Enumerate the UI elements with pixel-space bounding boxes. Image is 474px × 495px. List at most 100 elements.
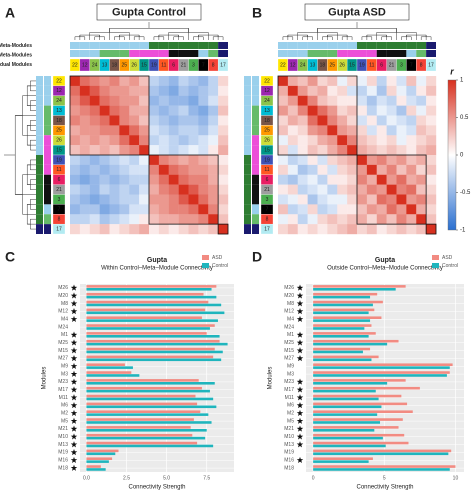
heatmap-cell <box>119 76 130 87</box>
y-tick-label: M21 <box>284 426 294 432</box>
heatmap-cell <box>297 164 308 175</box>
asd-meta-strip <box>252 204 259 215</box>
heatmap-cell <box>347 95 358 106</box>
heatmap-cell <box>406 224 417 235</box>
heatmap-cell <box>307 155 318 166</box>
td-meta-strip <box>99 42 110 49</box>
td-meta-strip <box>36 204 43 215</box>
significance-star <box>70 331 78 338</box>
heatmap-cell <box>337 164 348 175</box>
y-tick-label: M15 <box>284 348 294 354</box>
row-label: 7 <box>266 207 269 213</box>
dendrogram <box>27 199 36 210</box>
bar <box>86 413 209 416</box>
asd-meta-strip <box>252 145 259 155</box>
heatmap-cell <box>119 174 130 185</box>
heatmap-cell <box>307 184 318 195</box>
heatmap-cell <box>366 224 377 235</box>
asd-meta-strip <box>44 76 51 86</box>
heatmap-cell <box>278 145 289 156</box>
significance-star <box>296 331 304 338</box>
significance-star <box>70 355 78 362</box>
y-tick-label: M13 <box>284 442 294 448</box>
y-tick-label: M4 <box>61 317 68 323</box>
heatmap-cell <box>198 85 209 96</box>
td-meta-strip <box>139 42 149 49</box>
heatmap-cell <box>198 125 209 136</box>
row-label: 13 <box>264 108 270 114</box>
dendrogram <box>341 35 353 40</box>
bar <box>313 342 388 346</box>
bar <box>313 465 456 468</box>
heatmap-cell <box>119 194 130 205</box>
heatmap-cell <box>79 194 90 205</box>
heatmap-cell <box>218 95 229 106</box>
heatmap-cell <box>386 214 397 225</box>
heatmap-cell <box>386 224 397 235</box>
y-tick-label: M21 <box>58 426 68 432</box>
td-meta-strip <box>244 214 251 225</box>
bar <box>86 426 191 429</box>
dendrogram <box>193 35 204 40</box>
heatmap-cell <box>168 155 179 166</box>
heatmap-cell <box>287 164 298 175</box>
row-label: 12 <box>56 88 62 94</box>
bar <box>313 421 381 424</box>
chart-subtitle: Within Control–Meta–Module Connectivity <box>101 266 213 272</box>
heatmap-cell <box>297 105 308 116</box>
heatmap-cell <box>347 155 358 166</box>
dendrogram <box>27 80 36 92</box>
row-label: 8 <box>58 217 61 223</box>
heatmap-cell <box>287 194 298 205</box>
dendrogram <box>27 139 36 151</box>
asd-meta-strip <box>252 174 259 185</box>
heatmap-cell <box>99 184 110 195</box>
heatmap-cell <box>357 105 368 116</box>
heatmap-cell <box>278 95 289 106</box>
dendrogram <box>420 35 432 40</box>
heatmap-cell <box>327 184 338 195</box>
module-box <box>52 223 66 235</box>
heatmap-cell <box>109 115 120 126</box>
heatmap-cell <box>396 155 407 166</box>
heatmap-cell <box>198 214 209 225</box>
bar <box>86 347 215 351</box>
heatmap-cell <box>376 115 387 126</box>
asd-meta-strip <box>347 50 357 57</box>
column-label: 12 <box>290 62 296 68</box>
td-meta-strip <box>386 42 397 49</box>
heatmap-cell <box>208 184 219 195</box>
dendrogram <box>22 164 36 185</box>
heatmap-cell <box>218 155 229 166</box>
heatmap-cell <box>327 145 338 156</box>
heatmap-cell <box>99 76 110 87</box>
asd-meta-strip <box>139 50 149 57</box>
heatmap-cell <box>99 115 110 126</box>
heatmap-cell <box>376 95 387 106</box>
heatmap-cell <box>89 145 100 156</box>
heatmap-cell <box>188 155 199 166</box>
dendrogram <box>15 95 36 136</box>
bar <box>313 389 376 393</box>
y-tick-label: M13 <box>58 442 68 448</box>
bar <box>86 468 106 471</box>
heatmap-cell <box>119 155 130 166</box>
row-label: 25 <box>56 128 62 134</box>
heatmap-cell <box>79 115 90 126</box>
dendrogram <box>153 35 165 40</box>
chart-title: Gupta <box>147 257 167 264</box>
heatmap-cell <box>109 224 120 235</box>
heatmap-cell <box>178 105 189 116</box>
bar <box>313 468 450 471</box>
heatmap-cell <box>198 135 209 146</box>
heatmap-cell <box>347 164 358 175</box>
td-meta-strip <box>109 42 120 49</box>
heatmap-cell <box>149 145 160 156</box>
heatmap-cell <box>347 174 358 185</box>
td-meta-strip <box>287 42 298 49</box>
heatmap-cell <box>347 85 358 96</box>
dendrogram <box>381 35 392 40</box>
heatmap-cell <box>366 76 377 87</box>
asd-meta-strip <box>307 50 318 57</box>
y-tick-label: M9 <box>287 364 294 370</box>
